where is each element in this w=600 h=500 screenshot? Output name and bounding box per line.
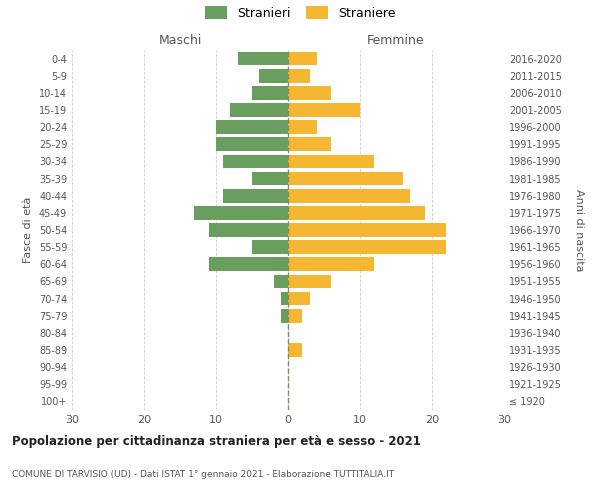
Bar <box>209 258 288 271</box>
Text: Popolazione per cittadinanza straniera per età e sesso - 2021: Popolazione per cittadinanza straniera p… <box>12 435 421 448</box>
Bar <box>216 138 288 151</box>
Bar <box>194 206 288 220</box>
Y-axis label: Anni di nascita: Anni di nascita <box>574 188 584 271</box>
Bar <box>288 343 302 357</box>
Bar <box>288 120 317 134</box>
Bar <box>238 52 288 66</box>
Bar <box>230 103 288 117</box>
Bar <box>281 309 288 322</box>
Text: Femmine: Femmine <box>367 34 425 46</box>
Bar <box>288 258 374 271</box>
Bar <box>288 172 403 185</box>
Bar <box>288 292 310 306</box>
Bar <box>252 172 288 185</box>
Bar <box>288 154 374 168</box>
Bar <box>274 274 288 288</box>
Bar <box>223 189 288 202</box>
Bar <box>288 86 331 100</box>
Bar <box>288 138 331 151</box>
Bar <box>209 223 288 237</box>
Text: COMUNE DI TARVISIO (UD) - Dati ISTAT 1° gennaio 2021 - Elaborazione TUTTITALIA.I: COMUNE DI TARVISIO (UD) - Dati ISTAT 1° … <box>12 470 394 479</box>
Bar <box>252 240 288 254</box>
Bar <box>288 189 410 202</box>
Y-axis label: Fasce di età: Fasce di età <box>23 197 33 263</box>
Bar <box>288 69 310 82</box>
Bar <box>288 240 446 254</box>
Text: Maschi: Maschi <box>158 34 202 46</box>
Bar <box>288 206 425 220</box>
Bar <box>252 86 288 100</box>
Legend: Stranieri, Straniere: Stranieri, Straniere <box>205 6 395 20</box>
Bar <box>259 69 288 82</box>
Bar <box>288 309 302 322</box>
Bar <box>288 274 331 288</box>
Bar <box>223 154 288 168</box>
Bar <box>288 223 446 237</box>
Bar <box>281 292 288 306</box>
Bar <box>288 103 360 117</box>
Bar <box>216 120 288 134</box>
Bar <box>288 52 317 66</box>
